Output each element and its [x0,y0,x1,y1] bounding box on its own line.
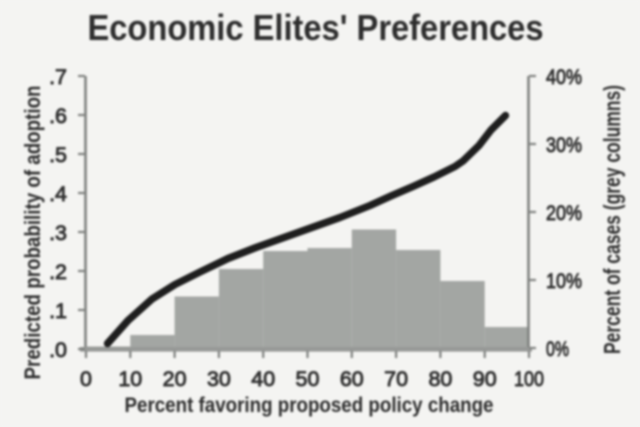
svg-text:Percent of cases (grey columns: Percent of cases (grey columns) [599,85,625,354]
svg-text:10: 10 [118,367,142,391]
svg-text:.7: .7 [49,65,67,89]
svg-text:.3: .3 [49,221,67,245]
svg-text:.5: .5 [49,143,67,167]
svg-text:30: 30 [207,367,231,391]
svg-text:60: 60 [340,367,364,391]
svg-text:20: 20 [163,367,187,391]
svg-text:40%: 40% [546,65,582,89]
svg-text:80: 80 [428,367,452,391]
svg-text:.2: .2 [49,260,67,284]
svg-text:.6: .6 [49,104,67,128]
svg-text:70: 70 [384,367,408,391]
svg-text:.1: .1 [49,299,67,323]
svg-text:20%: 20% [546,201,582,225]
svg-text:30%: 30% [546,133,582,157]
svg-text:90: 90 [473,367,497,391]
svg-text:100: 100 [514,367,544,391]
svg-text:50: 50 [296,367,320,391]
svg-text:0%: 0% [546,337,569,361]
svg-text:Economic Elites' Preferences: Economic Elites' Preferences [88,7,544,48]
svg-text:.4: .4 [49,182,67,206]
svg-text:40: 40 [251,367,275,391]
svg-text:Predicted probability of adopt: Predicted probability of adoption [20,86,45,380]
svg-text:10%: 10% [546,269,582,293]
svg-text:0: 0 [80,367,92,391]
svg-text:.0: .0 [49,338,67,362]
svg-text:Percent favoring proposed poli: Percent favoring proposed policy change [125,393,494,417]
